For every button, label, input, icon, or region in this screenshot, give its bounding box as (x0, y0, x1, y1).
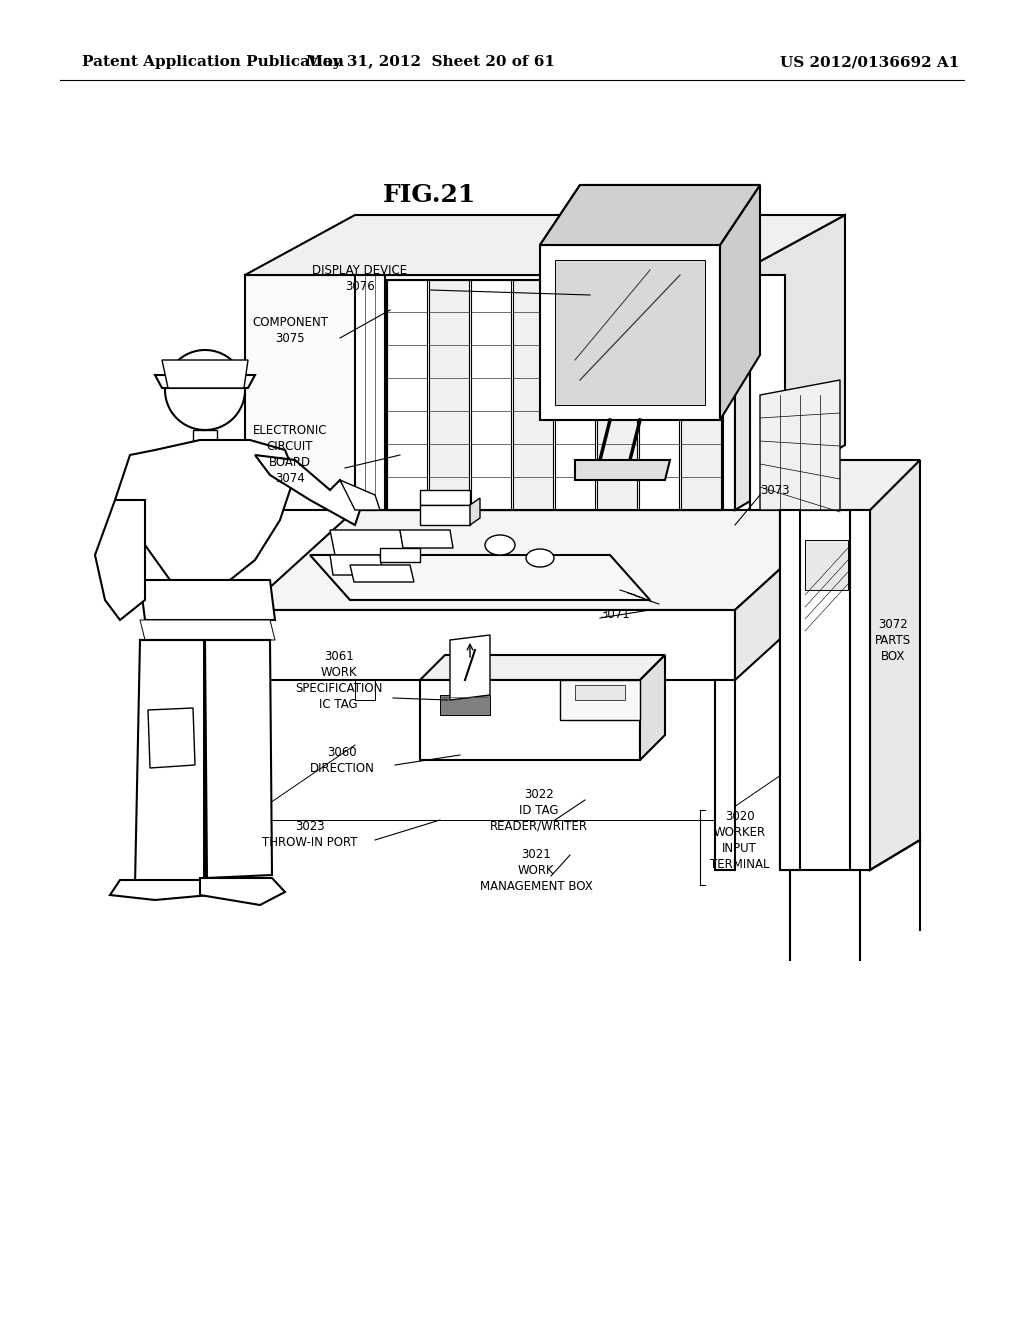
Polygon shape (420, 680, 640, 760)
Text: ELECTRONIC
CIRCUIT
BOARD
3074: ELECTRONIC CIRCUIT BOARD 3074 (253, 425, 328, 486)
Polygon shape (245, 215, 845, 275)
Polygon shape (850, 510, 870, 870)
Polygon shape (245, 510, 845, 610)
Polygon shape (330, 554, 383, 576)
Polygon shape (575, 459, 670, 480)
Polygon shape (720, 185, 760, 420)
Polygon shape (310, 554, 650, 601)
Polygon shape (735, 510, 845, 680)
Polygon shape (162, 360, 248, 388)
Polygon shape (560, 680, 640, 719)
Polygon shape (760, 380, 840, 510)
Text: 3020
WORKER
INPUT
TERMINAL: 3020 WORKER INPUT TERMINAL (710, 809, 769, 870)
Polygon shape (870, 459, 920, 870)
Text: 3022
ID TAG
READER/WRITER: 3022 ID TAG READER/WRITER (490, 788, 588, 833)
Polygon shape (350, 565, 414, 582)
Polygon shape (340, 480, 380, 510)
Polygon shape (805, 540, 848, 590)
Circle shape (165, 350, 245, 430)
Ellipse shape (526, 549, 554, 568)
Polygon shape (95, 500, 145, 620)
Polygon shape (555, 280, 595, 510)
Polygon shape (380, 548, 420, 562)
Text: 3071: 3071 (600, 609, 630, 622)
Polygon shape (440, 696, 490, 715)
Polygon shape (780, 510, 870, 870)
Polygon shape (420, 490, 470, 506)
Polygon shape (110, 880, 210, 900)
Text: 3072
PARTS
BOX: 3072 PARTS BOX (874, 618, 911, 663)
Polygon shape (200, 878, 285, 906)
Polygon shape (513, 280, 553, 510)
Polygon shape (387, 280, 427, 510)
Polygon shape (355, 275, 385, 510)
Text: May 31, 2012  Sheet 20 of 61: May 31, 2012 Sheet 20 of 61 (305, 55, 555, 69)
Polygon shape (429, 280, 469, 510)
Polygon shape (245, 680, 265, 870)
Polygon shape (780, 459, 920, 510)
Polygon shape (750, 275, 785, 510)
Polygon shape (471, 280, 511, 510)
Polygon shape (155, 375, 255, 388)
Ellipse shape (485, 535, 515, 554)
Text: 3060
DIRECTION: 3060 DIRECTION (310, 746, 375, 775)
Polygon shape (825, 579, 845, 780)
Polygon shape (205, 640, 272, 878)
Polygon shape (735, 215, 845, 510)
Polygon shape (245, 275, 735, 510)
Polygon shape (639, 280, 679, 510)
Polygon shape (193, 430, 217, 455)
Polygon shape (540, 185, 760, 246)
Polygon shape (330, 531, 406, 554)
Polygon shape (597, 280, 637, 510)
Polygon shape (780, 510, 800, 870)
Polygon shape (540, 246, 720, 420)
Polygon shape (140, 579, 275, 620)
Polygon shape (400, 531, 453, 548)
Polygon shape (355, 510, 375, 700)
Polygon shape (420, 655, 665, 680)
Polygon shape (135, 640, 205, 884)
Polygon shape (245, 610, 735, 680)
Text: 3023
THROW-IN PORT: 3023 THROW-IN PORT (262, 821, 357, 850)
Polygon shape (450, 635, 490, 700)
Text: FIG.21: FIG.21 (383, 183, 476, 207)
Polygon shape (470, 498, 480, 525)
Polygon shape (555, 260, 705, 405)
Text: 3073: 3073 (760, 483, 790, 496)
Polygon shape (140, 620, 275, 640)
Text: Patent Application Publication: Patent Application Publication (82, 55, 344, 69)
Text: DISPLAY DEVICE
3076: DISPLAY DEVICE 3076 (312, 264, 408, 293)
Text: 3061
WORK
SPECIFICATION
IC TAG: 3061 WORK SPECIFICATION IC TAG (295, 649, 382, 710)
Polygon shape (255, 455, 360, 525)
Polygon shape (540, 185, 760, 246)
Polygon shape (575, 685, 625, 700)
Polygon shape (640, 655, 665, 760)
Polygon shape (420, 506, 470, 525)
Text: COMPONENT
3075: COMPONENT 3075 (252, 315, 328, 345)
Text: US 2012/0136692 A1: US 2012/0136692 A1 (780, 55, 959, 69)
Polygon shape (681, 280, 721, 510)
Polygon shape (115, 440, 295, 579)
Polygon shape (148, 708, 195, 768)
Text: 3021
WORK
MANAGEMENT BOX: 3021 WORK MANAGEMENT BOX (480, 847, 593, 892)
Polygon shape (715, 680, 735, 870)
